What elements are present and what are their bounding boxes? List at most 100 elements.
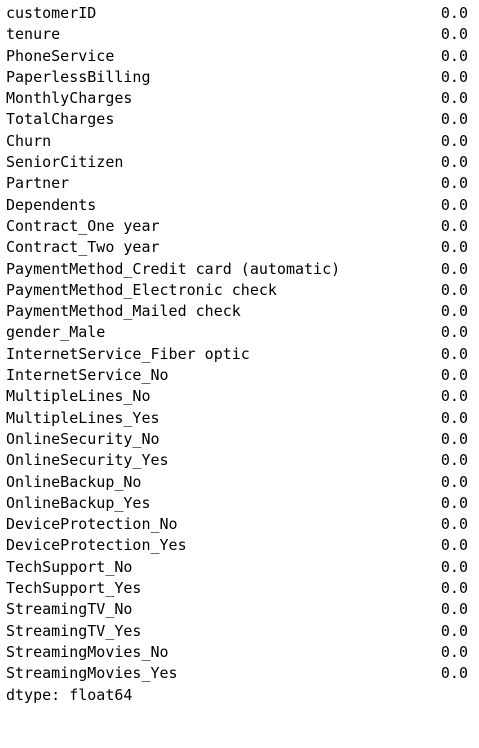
row-label: StreamingTV_Yes [6, 621, 142, 640]
row-label: TechSupport_Yes [6, 579, 142, 598]
series-row: Churn 0.0 [6, 131, 468, 152]
series-row: TechSupport_No 0.0 [6, 557, 468, 578]
row-value: 0.0 [440, 174, 468, 193]
series-row: DeviceProtection_Yes 0.0 [6, 535, 468, 556]
row-label: PaperlessBilling [6, 67, 151, 86]
row-label: InternetService_Fiber optic [6, 344, 250, 363]
row-value: 0.0 [440, 110, 468, 129]
series-row: OnlineBackup_Yes 0.0 [6, 493, 468, 514]
series-row: InternetService_No 0.0 [6, 365, 468, 386]
series-output: customerID 0.0 tenure 0.0 PhoneService 0.0 Pap… [6, 3, 468, 706]
row-value: 0.0 [440, 600, 468, 619]
row-value: 0.0 [440, 472, 468, 491]
row-value: 0.0 [440, 387, 468, 406]
row-value: 0.0 [440, 302, 468, 321]
series-row: MultipleLines_No 0.0 [6, 386, 468, 407]
row-value: 0.0 [440, 493, 468, 512]
series-row: Contract_Two year 0.0 [6, 237, 468, 258]
row-label: PaymentMethod_Electronic check [6, 280, 277, 299]
row-label: StreamingMovies_No [6, 642, 169, 661]
series-row: TechSupport_Yes 0.0 [6, 578, 468, 599]
row-label: Contract_One year [6, 216, 160, 235]
row-label: DeviceProtection_No [6, 515, 178, 534]
row-label: StreamingMovies_Yes [6, 664, 178, 683]
row-label: MonthlyCharges [6, 89, 133, 108]
series-row: PhoneService 0.0 [6, 46, 468, 67]
row-label: MultipleLines_Yes [6, 408, 160, 427]
row-value: 0.0 [440, 195, 468, 214]
row-value: 0.0 [440, 557, 468, 576]
series-row: gender_Male 0.0 [6, 322, 468, 343]
dtype-text: dtype: float64 [6, 685, 133, 704]
row-label: TotalCharges [6, 110, 115, 129]
row-value: 0.0 [440, 131, 468, 150]
row-value: 0.0 [440, 536, 468, 555]
series-row: TotalCharges 0.0 [6, 109, 468, 130]
row-label: SeniorCitizen [6, 153, 124, 172]
row-value: 0.0 [440, 216, 468, 235]
row-label: PhoneService [6, 46, 115, 65]
row-value: 0.0 [440, 664, 468, 683]
row-label: Churn [6, 131, 52, 150]
series-row: PaperlessBilling 0.0 [6, 67, 468, 88]
series-row: SeniorCitizen 0.0 [6, 152, 468, 173]
row-value: 0.0 [440, 4, 468, 22]
series-row: StreamingTV_Yes 0.0 [6, 621, 468, 642]
series-row: OnlineSecurity_Yes 0.0 [6, 450, 468, 471]
row-value: 0.0 [440, 67, 468, 86]
series-row: DeviceProtection_No 0.0 [6, 514, 468, 535]
row-label: InternetService_No [6, 366, 169, 385]
series-row: customerID 0.0 [6, 3, 468, 24]
series-row: tenure 0.0 [6, 24, 468, 45]
series-row: MonthlyCharges 0.0 [6, 88, 468, 109]
row-value: 0.0 [440, 429, 468, 448]
row-value: 0.0 [440, 153, 468, 172]
row-label: gender_Male [6, 323, 106, 342]
row-value: 0.0 [440, 25, 468, 44]
series-row: MultipleLines_Yes 0.0 [6, 408, 468, 429]
series-row: StreamingMovies_No 0.0 [6, 642, 468, 663]
row-value: 0.0 [440, 259, 468, 278]
series-rows: customerID 0.0 tenure 0.0 PhoneService 0.0 Pap… [6, 3, 468, 685]
row-value: 0.0 [440, 579, 468, 598]
row-value: 0.0 [440, 344, 468, 363]
series-row: StreamingTV_No 0.0 [6, 599, 468, 620]
row-value: 0.0 [440, 46, 468, 65]
row-value: 0.0 [440, 89, 468, 108]
series-row: PaymentMethod_Mailed check 0.0 [6, 301, 468, 322]
row-label: PaymentMethod_Credit card (automatic) [6, 259, 341, 278]
series-row: Contract_One year 0.0 [6, 216, 468, 237]
row-label: tenure [6, 25, 61, 44]
row-label: Dependents [6, 195, 97, 214]
row-value: 0.0 [440, 238, 468, 257]
series-row: Partner 0.0 [6, 173, 468, 194]
row-label: OnlineSecurity_Yes [6, 451, 169, 470]
series-row: OnlineSecurity_No 0.0 [6, 429, 468, 450]
row-value: 0.0 [440, 280, 468, 299]
row-value: 0.0 [440, 621, 468, 640]
row-label: OnlineBackup_Yes [6, 493, 151, 512]
series-row: InternetService_Fiber optic 0.0 [6, 344, 468, 365]
row-label: customerID [6, 4, 97, 22]
row-label: OnlineSecurity_No [6, 429, 160, 448]
row-label: Contract_Two year [6, 238, 160, 257]
row-label: Partner [6, 174, 70, 193]
series-row: StreamingMovies_Yes 0.0 [6, 663, 468, 684]
row-value: 0.0 [440, 642, 468, 661]
row-value: 0.0 [440, 366, 468, 385]
row-value: 0.0 [440, 408, 468, 427]
row-label: TechSupport_No [6, 557, 133, 576]
series-row: Dependents 0.0 [6, 195, 468, 216]
row-value: 0.0 [440, 451, 468, 470]
row-label: OnlineBackup_No [6, 472, 142, 491]
row-label: DeviceProtection_Yes [6, 536, 187, 555]
row-label: MultipleLines_No [6, 387, 151, 406]
row-label: StreamingTV_No [6, 600, 133, 619]
row-value: 0.0 [440, 323, 468, 342]
series-row: PaymentMethod_Credit card (automatic) 0.0 [6, 259, 468, 280]
series-row: OnlineBackup_No 0.0 [6, 472, 468, 493]
row-value: 0.0 [440, 515, 468, 534]
row-label: PaymentMethod_Mailed check [6, 302, 241, 321]
series-row: PaymentMethod_Electronic check 0.0 [6, 280, 468, 301]
dtype-line: dtype: float64 [6, 685, 468, 706]
